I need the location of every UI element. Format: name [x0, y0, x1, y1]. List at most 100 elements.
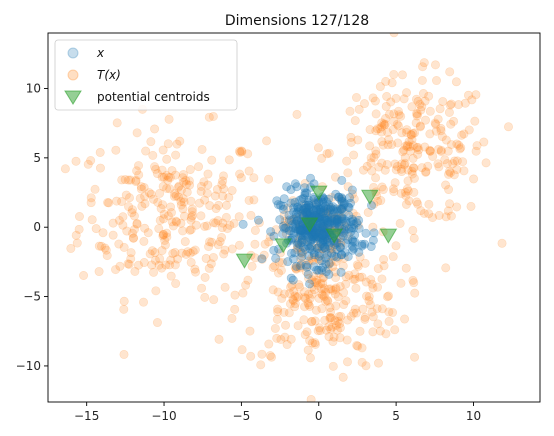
x-point [349, 219, 359, 229]
x-point [292, 216, 302, 226]
tx-point [420, 96, 430, 106]
tx-point [428, 213, 438, 223]
tx-point [149, 267, 159, 277]
tx-point [230, 304, 240, 314]
tx-point [281, 320, 291, 330]
tx-point [377, 274, 387, 284]
x-point [290, 197, 300, 207]
tx-point [409, 187, 419, 197]
tx-point [219, 249, 229, 259]
tx-point [313, 143, 323, 153]
tx-point [225, 220, 235, 230]
tx-point [340, 207, 350, 217]
tx-point [319, 291, 329, 301]
tx-point [227, 244, 237, 254]
tx-point [401, 191, 411, 201]
tx-point [224, 155, 234, 165]
tx-point [408, 141, 418, 151]
x-point [293, 207, 303, 217]
tx-point [292, 109, 302, 119]
tx-point [200, 292, 210, 302]
tx-point [394, 121, 404, 131]
x-point [323, 217, 333, 227]
x-point [320, 235, 330, 245]
tx-point [196, 186, 206, 196]
tx-point [60, 164, 70, 174]
tx-point [364, 292, 374, 302]
tx-point [374, 162, 384, 172]
tx-point [311, 278, 321, 288]
x-point [295, 225, 305, 235]
x-point [339, 198, 349, 208]
x-point [304, 251, 314, 261]
x-point [315, 241, 325, 251]
tx-point [128, 233, 138, 243]
tx-point [151, 164, 161, 174]
tx-point [200, 272, 210, 282]
x-point [325, 216, 335, 226]
x-point [336, 267, 346, 277]
tx-point [208, 111, 218, 121]
tx-point [436, 123, 446, 133]
x-point [295, 225, 305, 235]
tx-point [295, 282, 305, 292]
x-point [290, 179, 300, 189]
x-point [300, 183, 310, 193]
tx-point [199, 177, 209, 187]
tx-point [305, 301, 315, 311]
x-point [338, 203, 348, 213]
tx-point [218, 218, 228, 228]
tx-point [95, 147, 105, 157]
tx-point [154, 260, 164, 270]
centroid-marker [235, 253, 254, 269]
x-point [285, 215, 295, 225]
tx-point [117, 197, 127, 207]
tx-point [452, 202, 462, 212]
tx-point [288, 294, 298, 304]
tx-point [270, 261, 280, 271]
tx-point [299, 315, 309, 325]
tx-point [418, 89, 428, 99]
tx-point [101, 245, 111, 255]
tx-point [343, 315, 353, 325]
x-point [352, 218, 362, 228]
tx-point [157, 246, 167, 256]
tx-point [423, 161, 433, 171]
x-point [320, 213, 330, 223]
x-point [354, 247, 364, 257]
x-point [350, 230, 360, 240]
tx-point [132, 166, 142, 176]
x-point [278, 201, 288, 211]
tx-point [434, 162, 444, 172]
tx-point [306, 242, 316, 252]
x-point [346, 217, 356, 227]
x-point [300, 230, 310, 240]
tx-point [443, 206, 453, 216]
tx-point [378, 140, 388, 150]
x-point [312, 243, 322, 253]
x-point [339, 200, 349, 210]
x-point [323, 213, 333, 223]
tx-point [327, 209, 337, 219]
tx-point [33, 199, 41, 207]
tx-point [178, 226, 188, 236]
x-point [332, 206, 342, 216]
tx-point [381, 101, 391, 111]
tx-point [378, 185, 388, 195]
tx-point [304, 289, 314, 299]
tx-point [440, 155, 450, 165]
tx-point [315, 238, 325, 248]
tx-point [250, 253, 260, 263]
tx-point [188, 211, 198, 221]
x-point [297, 235, 307, 245]
tx-point [296, 259, 306, 269]
tx-point [321, 208, 331, 218]
tx-point [133, 260, 143, 270]
tx-point [301, 267, 311, 277]
x-point [303, 198, 313, 208]
tx-point [169, 192, 179, 202]
tx-point [431, 76, 441, 86]
x-point [348, 216, 358, 226]
x-point [296, 231, 306, 241]
tx-point [317, 208, 327, 218]
